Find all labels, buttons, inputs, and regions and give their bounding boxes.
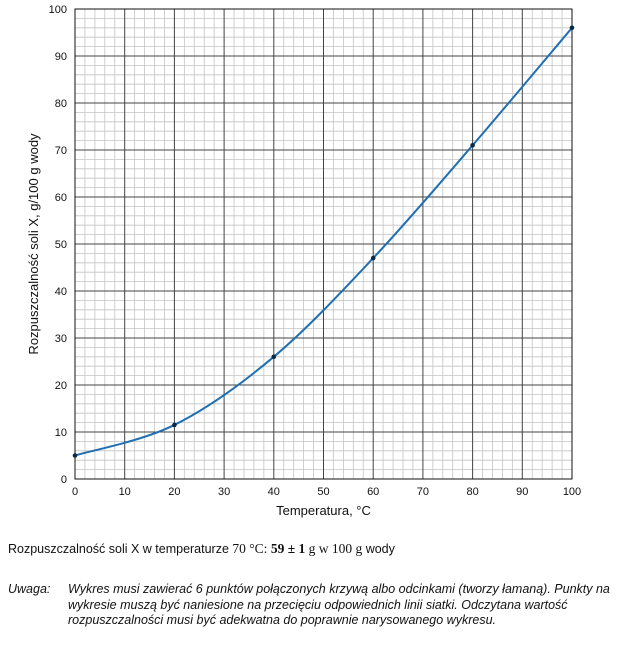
data-point	[470, 143, 475, 148]
major-grid	[74, 8, 573, 480]
x-tick-label: 80	[466, 486, 478, 498]
data-point	[72, 453, 78, 458]
x-tick-label: 60	[367, 486, 379, 498]
x-tick-label: 50	[317, 486, 329, 498]
y-tick-label: 10	[55, 427, 67, 439]
x-tick-label: 10	[119, 486, 131, 498]
x-tick-label: 30	[218, 486, 230, 498]
y-tick-label: 40	[55, 286, 67, 298]
y-tick-label: 20	[55, 380, 67, 392]
x-axis-label: Temperatura, °C	[276, 503, 371, 518]
y-tick-labels: 0 10 20 30 40 50 60 70 80 90 100	[49, 4, 67, 486]
y-tick-label: 100	[49, 4, 67, 16]
note-text: Wykres musi zawierać 6 punktów połączony…	[68, 582, 610, 627]
x-tick-labels: 0 10 20 30 40 50 60 70 80 90 100	[72, 486, 581, 498]
solubility-chart: 0 10 20 30 40 50 60 70 80 90 100 0 10 20 30 40 50 60 70 80…	[26, 4, 581, 518]
x-tick-label: 20	[168, 486, 180, 498]
data-point	[172, 422, 177, 428]
plot-frame	[74, 8, 573, 480]
x-tick-label: 100	[563, 486, 581, 498]
answer-value: 59 ± 1	[270, 541, 306, 556]
answer-temperature: 70 °C:	[232, 541, 271, 556]
data-point	[271, 354, 277, 360]
x-tick-label: 70	[417, 486, 429, 498]
y-tick-label: 50	[55, 239, 67, 251]
answer-suffix: wody	[362, 542, 395, 556]
y-tick-label: 30	[55, 333, 67, 345]
y-tick-label: 0	[61, 474, 67, 486]
note-label: Uwaga:	[8, 582, 51, 596]
data-point	[569, 25, 575, 31]
x-tick-label: 0	[72, 486, 78, 498]
y-tick-label: 90	[55, 51, 67, 63]
answer-unit: g w 100 g	[305, 541, 363, 556]
grading-note: Uwaga: Wykres musi zawierać 6 punktów po…	[8, 582, 633, 629]
y-axis-label: Rozpuszczalność soli X, g/100 g wody	[26, 133, 41, 355]
data-points	[72, 25, 575, 458]
x-tick-label: 40	[268, 486, 280, 498]
answer-prefix: Rozpuszczalność soli X w temperaturze	[8, 542, 233, 556]
y-tick-label: 80	[55, 98, 67, 110]
data-point	[370, 255, 376, 261]
x-tick-label: 90	[516, 486, 528, 498]
y-tick-label: 70	[55, 145, 67, 157]
y-tick-label: 60	[55, 192, 67, 204]
answer-line: Rozpuszczalność soli X w temperaturze 70…	[8, 541, 395, 557]
